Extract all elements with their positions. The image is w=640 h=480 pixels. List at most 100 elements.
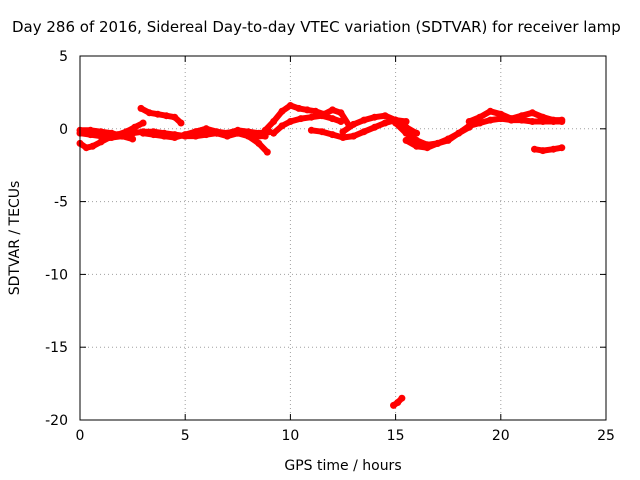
series-arc-15 (390, 394, 406, 409)
data-point (413, 142, 421, 150)
data-point (486, 116, 494, 124)
y-tick-label: -10 (45, 267, 68, 283)
data-point (261, 126, 269, 134)
data-point (381, 112, 389, 120)
data-point (139, 129, 147, 137)
data-point (539, 113, 547, 121)
data-point (295, 104, 303, 112)
series-arc-10 (339, 112, 421, 137)
data-point (476, 113, 484, 121)
data-point (394, 399, 402, 406)
data-point (528, 109, 536, 117)
data-point (402, 129, 410, 137)
data-point (312, 107, 320, 115)
data-point (171, 134, 179, 141)
data-point (97, 128, 105, 136)
x-tick-label: 20 (492, 428, 510, 444)
series-arc-14 (531, 144, 566, 155)
data-point (160, 132, 168, 140)
x-axis-label: GPS time / hours (284, 458, 401, 474)
data-point (528, 118, 536, 125)
data-point (423, 144, 431, 152)
data-point (234, 126, 242, 134)
data-point (381, 119, 389, 127)
x-tick-label: 25 (597, 428, 615, 444)
data-point (192, 128, 200, 136)
data-point (278, 107, 286, 115)
data-point (360, 128, 368, 136)
data-point (549, 145, 557, 153)
x-tick-label: 0 (76, 428, 85, 444)
data-point (129, 135, 137, 143)
series-line (308, 117, 410, 141)
data-point (255, 129, 263, 137)
data-point (434, 139, 442, 147)
series-arc-12 (402, 123, 473, 152)
data-point (162, 112, 170, 120)
data-point (297, 115, 305, 123)
data-point (145, 109, 153, 117)
data-point (263, 148, 271, 156)
y-tick-label: 0 (59, 122, 68, 138)
data-point (444, 135, 452, 143)
data-point (202, 125, 210, 133)
data-point (82, 144, 90, 152)
data-point (270, 118, 278, 125)
data-point (223, 129, 231, 137)
plot-frame (79, 55, 607, 421)
data-point (507, 115, 515, 123)
data-point (329, 131, 336, 139)
data-series (76, 102, 566, 409)
data-point (118, 132, 126, 140)
series-arc-3 (76, 126, 137, 143)
y-tick-label: -15 (45, 340, 68, 356)
data-point (108, 129, 116, 137)
data-point (307, 113, 315, 121)
data-point (371, 113, 379, 121)
y-axis-label: SDTVAR / TECUs (7, 181, 23, 296)
data-point (318, 128, 326, 136)
data-point (154, 110, 162, 118)
data-point (339, 128, 347, 136)
chart-title: Day 286 of 2016, Sidereal Day-to-day VTE… (12, 18, 621, 36)
data-point (255, 139, 263, 147)
data-point (558, 116, 566, 124)
data-point (139, 119, 147, 127)
data-point (518, 112, 526, 120)
data-point (549, 116, 557, 124)
data-point (244, 128, 252, 136)
data-point (392, 119, 400, 127)
data-point (150, 131, 158, 139)
series-line (466, 108, 565, 125)
y-tick-label: -20 (45, 413, 68, 429)
data-point (465, 118, 473, 125)
y-tick-label: 5 (59, 49, 68, 65)
data-point (402, 136, 410, 144)
data-point (131, 123, 139, 131)
data-point (307, 126, 315, 134)
data-point (398, 394, 406, 402)
data-point (177, 119, 185, 127)
data-point (303, 106, 311, 114)
data-point (337, 118, 345, 125)
data-point (337, 109, 345, 117)
data-point (122, 128, 130, 136)
data-point (329, 115, 336, 123)
data-point (350, 132, 357, 140)
data-point (89, 142, 97, 150)
data-point (270, 129, 278, 137)
data-point (97, 138, 105, 146)
data-point (318, 112, 326, 120)
y-tick-label: -5 (54, 195, 68, 211)
data-point (486, 107, 494, 115)
axis-ticks: 0 5 10 15 20 25 5 0 -5 -10 -15 -20 (45, 49, 615, 444)
data-point (181, 131, 189, 139)
x-tick-label: 10 (281, 428, 299, 444)
data-point (360, 116, 368, 124)
data-point (455, 129, 463, 137)
x-tick-label: 15 (387, 428, 405, 444)
data-point (476, 119, 484, 127)
x-tick-label: 5 (181, 428, 190, 444)
data-point (137, 104, 145, 112)
